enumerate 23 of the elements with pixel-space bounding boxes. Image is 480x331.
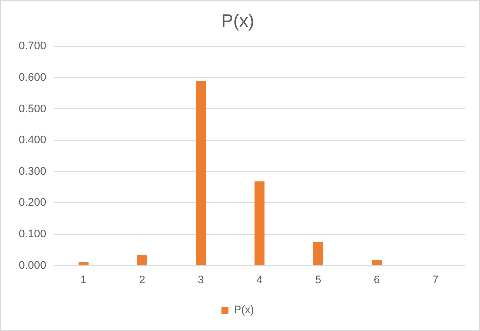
y-tick-label: 0.300 bbox=[18, 166, 47, 178]
x-tick-label: 5 bbox=[315, 274, 322, 286]
y-tick-label: 0.200 bbox=[18, 197, 47, 210]
bar bbox=[372, 260, 382, 266]
legend-label: P(x) bbox=[234, 304, 254, 317]
y-tick-label: 0.400 bbox=[18, 134, 47, 147]
x-tick-label: 2 bbox=[139, 274, 146, 286]
y-tick-label: 0.700 bbox=[18, 40, 47, 53]
x-tick-label: 4 bbox=[256, 274, 263, 286]
y-tick-label: 0.600 bbox=[18, 72, 47, 84]
x-tick-label: 1 bbox=[80, 274, 87, 286]
bar bbox=[313, 242, 324, 266]
bar bbox=[196, 81, 206, 266]
bar bbox=[78, 262, 89, 266]
x-tick-label: 6 bbox=[374, 274, 380, 286]
y-tick-label: 0.000 bbox=[18, 260, 47, 272]
x-tick-label: 3 bbox=[198, 274, 204, 286]
x-tick-label: 7 bbox=[432, 274, 439, 286]
y-tick-label: 0.500 bbox=[18, 103, 47, 116]
bar bbox=[138, 255, 148, 266]
y-tick-label: 0.100 bbox=[18, 228, 47, 241]
bar bbox=[254, 182, 265, 266]
chart-title: P(x) bbox=[222, 10, 254, 31]
